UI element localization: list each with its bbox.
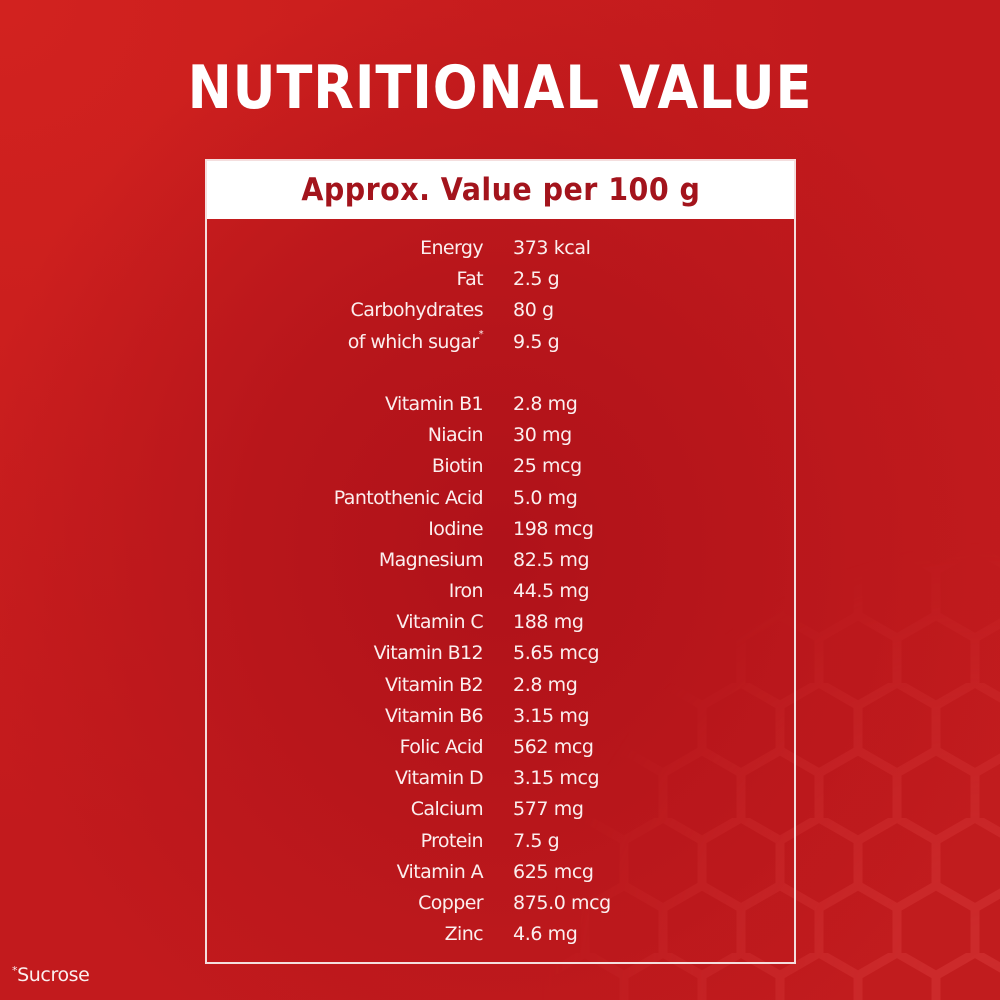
footnote-marker: * bbox=[478, 329, 484, 341]
nutrient-value: 30 mg bbox=[513, 424, 572, 447]
nutrient-label: Iron bbox=[448, 580, 484, 603]
table-header-text: Approx. Value per 100 g bbox=[300, 172, 701, 208]
nutrient-label: Vitamin A bbox=[396, 860, 484, 883]
nutrient-row-fat: Fat 2.5 g bbox=[207, 268, 794, 299]
nutrient-row-vitamin-b12: Vitamin B12 5.65 mcg bbox=[207, 642, 794, 673]
nutrient-label: Folic Acid bbox=[399, 736, 484, 758]
nutrient-label: Magnesium bbox=[378, 548, 484, 571]
nutrient-value: 625 mcg bbox=[513, 860, 594, 883]
nutrient-row-energy: Energy 373 kcal bbox=[207, 237, 794, 268]
nutrient-label: Vitamin B1 bbox=[385, 392, 484, 415]
nutrient-row-zinc: Zinc 4.6 mg bbox=[207, 923, 794, 954]
nutrient-row-vitamin-a: Vitamin A 625 mcg bbox=[207, 861, 794, 892]
footnote: *Sucrose bbox=[12, 964, 90, 986]
nutrient-value: 188 mg bbox=[513, 611, 584, 634]
nutrient-label: Vitamin C bbox=[396, 611, 483, 634]
nutrient-row-niacin: Niacin 30 mg bbox=[207, 424, 794, 455]
nutrition-table: Approx. Value per 100 g Energy 373 kcal … bbox=[205, 159, 796, 964]
nutrient-row-vitamin-b1: Vitamin B1 2.8 mg bbox=[207, 393, 794, 424]
nutrient-row-protein: Protein 7.5 g bbox=[207, 830, 794, 861]
nutrient-label: Pantothenic Acid bbox=[333, 486, 484, 509]
footnote-marker: * bbox=[12, 964, 18, 977]
nutrient-label: Vitamin B2 bbox=[385, 673, 484, 696]
nutrient-value: 3.15 mg bbox=[513, 704, 590, 727]
nutrient-row-calcium: Calcium 577 mg bbox=[207, 798, 794, 829]
nutrient-row-folic-acid: Folic Acid 562 mcg bbox=[207, 736, 794, 767]
nutrient-value: 4.6 mg bbox=[513, 923, 578, 946]
footnote-text: Sucrose bbox=[17, 964, 90, 986]
nutrient-row-pantothenic-acid: Pantothenic Acid 5.0 mg bbox=[207, 487, 794, 518]
nutrient-value: 198 mcg bbox=[513, 517, 594, 540]
nutrient-value: 577 mg bbox=[513, 798, 584, 821]
nutrient-label: Copper bbox=[418, 891, 484, 914]
nutrient-label: Calcium bbox=[410, 798, 484, 821]
nutrient-row-sugar: of which sugar* 9.5 g bbox=[207, 329, 794, 362]
nutrient-row-vitamin-b2: Vitamin B2 2.8 mg bbox=[207, 674, 794, 705]
nutrient-value: 25 mcg bbox=[513, 455, 582, 478]
nutrient-value: 9.5 g bbox=[513, 330, 560, 353]
nutrition-rows: Energy 373 kcal Fat 2.5 g Carbohydrates … bbox=[207, 237, 794, 954]
nutrient-value: 82.5 mg bbox=[513, 548, 590, 571]
nutrient-row-iodine: Iodine 198 mcg bbox=[207, 518, 794, 549]
nutrient-label: Vitamin B12 bbox=[373, 642, 484, 665]
nutrient-value: 5.0 mg bbox=[513, 486, 578, 509]
nutrient-label: Biotin bbox=[431, 455, 484, 478]
nutrient-label: Carbohydrates bbox=[350, 299, 484, 322]
nutrient-value: 2.8 mg bbox=[513, 673, 578, 696]
nutrient-label: Energy bbox=[420, 237, 484, 259]
nutrient-label: Zinc bbox=[444, 923, 484, 946]
nutrient-value: 875.0 mcg bbox=[513, 891, 611, 914]
nutrient-label: Niacin bbox=[427, 424, 484, 447]
nutrient-row-magnesium: Magnesium 82.5 mg bbox=[207, 549, 794, 580]
nutrient-value: 5.65 mcg bbox=[513, 642, 600, 665]
nutrient-value: 562 mcg bbox=[513, 736, 594, 758]
nutrient-value: 2.8 mg bbox=[513, 392, 578, 415]
nutrient-label: of which sugar bbox=[347, 330, 479, 353]
nutrient-value: 7.5 g bbox=[513, 829, 560, 852]
nutrient-label: Protein bbox=[420, 829, 484, 852]
nutrient-label: Vitamin D bbox=[394, 767, 484, 790]
nutrient-row-biotin: Biotin 25 mcg bbox=[207, 455, 794, 486]
nutrient-row-copper: Copper 875.0 mcg bbox=[207, 892, 794, 923]
nutrient-label: Iodine bbox=[428, 517, 483, 540]
nutrient-value: 3.15 mcg bbox=[513, 767, 600, 790]
table-header: Approx. Value per 100 g bbox=[207, 161, 794, 219]
nutrient-value: 373 kcal bbox=[513, 237, 591, 259]
nutrient-label: Fat bbox=[456, 268, 484, 291]
nutrient-row-vitamin-d: Vitamin D 3.15 mcg bbox=[207, 767, 794, 798]
nutrient-value: 44.5 mg bbox=[513, 580, 590, 603]
nutrient-label-wrap: of which sugar* bbox=[347, 329, 484, 353]
nutrient-row-carbohydrates: Carbohydrates 80 g bbox=[207, 299, 794, 330]
nutrient-row-iron: Iron 44.5 mg bbox=[207, 580, 794, 611]
page-title: NUTRITIONAL VALUE bbox=[187, 53, 813, 123]
nutrient-label: Vitamin B6 bbox=[385, 704, 484, 727]
nutrient-row-vitamin-b6: Vitamin B6 3.15 mg bbox=[207, 705, 794, 736]
nutrient-value: 80 g bbox=[513, 299, 554, 322]
nutrient-value: 2.5 g bbox=[513, 268, 560, 291]
nutrient-row-vitamin-c: Vitamin C 188 mg bbox=[207, 611, 794, 642]
